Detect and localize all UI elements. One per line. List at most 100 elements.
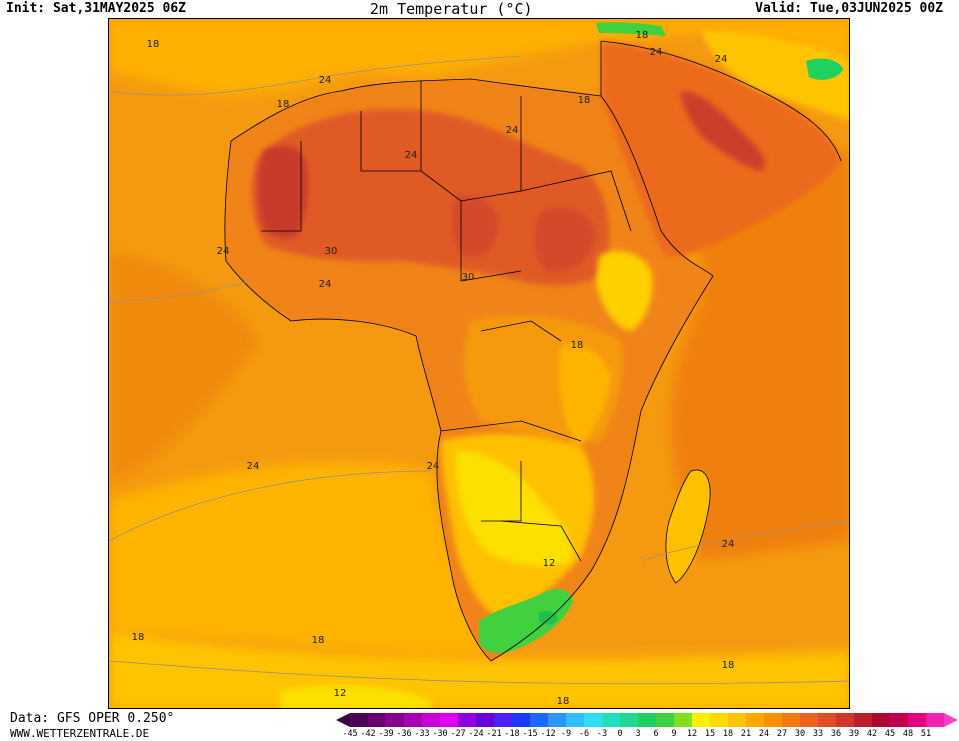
legend-swatch: [458, 713, 476, 727]
legend-tick-label: -42: [360, 729, 376, 739]
legend-swatch: [818, 713, 836, 727]
contour-label: 24: [405, 150, 418, 161]
legend-swatch: [710, 713, 728, 727]
green-patch-n: [596, 22, 666, 36]
legend-tick-label: 24: [758, 729, 770, 739]
init-time-label: Init: Sat,31MAY2025 06Z: [6, 1, 187, 16]
legend-tick-label: 51: [920, 729, 932, 739]
map-title: 2m Temperatur (°C): [370, 0, 533, 18]
legend-tick-label: -18: [504, 729, 520, 739]
legend-swatch: [836, 713, 854, 727]
legend-swatch: [476, 713, 494, 727]
contour-label: 24: [715, 54, 728, 65]
mediterranean-zone: [109, 19, 849, 96]
legend-max-arrow: [944, 713, 958, 727]
legend-tick-label: -39: [378, 729, 394, 739]
legend-swatch: [746, 713, 764, 727]
legend-swatch: [440, 713, 458, 727]
legend-tick-label: 42: [866, 729, 878, 739]
iran-highlands: [701, 30, 849, 121]
legend-tick-label: 30: [794, 729, 806, 739]
contour-label: 24: [217, 246, 230, 257]
contour-label: 18: [722, 660, 735, 671]
temperature-map: 18 24 18 24 24 18 24 24 18 30 24 24 30 18 24 24 24 12 18 18…: [108, 18, 850, 709]
ethiopian-highlands: [596, 251, 653, 331]
legend-tick-label: -15: [522, 729, 538, 739]
contour-label: 18: [636, 30, 649, 41]
legend-min-arrow: [336, 713, 350, 727]
legend-swatch: [602, 713, 620, 727]
contour-label: 18: [578, 95, 591, 106]
atlantic-warm-zone: [109, 251, 261, 481]
contour-label: 24: [650, 47, 663, 58]
contour-label: 18: [571, 340, 584, 351]
contour-label: 12: [543, 558, 556, 569]
legend-swatch: [404, 713, 422, 727]
legend-tick-label: -6: [578, 729, 590, 739]
legend-swatch: [512, 713, 530, 727]
legend-tick-label: -9: [560, 729, 572, 739]
mauritania-hottest: [257, 145, 308, 238]
sudan-hot: [534, 207, 596, 272]
legend-tick-label: 45: [884, 729, 896, 739]
gulf-hot-zone: [681, 91, 765, 171]
legend-swatch: [854, 713, 872, 727]
legend-tick-label: -30: [432, 729, 448, 739]
legend-swatch: [782, 713, 800, 727]
legend-swatch: [548, 713, 566, 727]
legend-tick-label: -33: [414, 729, 430, 739]
contour-label: 18: [312, 635, 325, 646]
legend-swatch: [728, 713, 746, 727]
east-african-highlands: [559, 344, 611, 446]
legend-swatch: [368, 713, 386, 727]
kalahari-cool-zone: [456, 451, 572, 567]
legend-tick-label: 18: [722, 729, 734, 739]
contour-label: 30: [325, 246, 338, 257]
legend-tick-label: 33: [812, 729, 824, 739]
green-patch-ne: [806, 58, 843, 80]
legend-tick-label: -24: [468, 729, 484, 739]
south-africa-cold-zone: [479, 589, 573, 653]
contour-label: 18: [132, 632, 145, 643]
legend-swatch: [566, 713, 584, 727]
madagascar: [665, 470, 711, 583]
legend-tick-label: 21: [740, 729, 752, 739]
indian-ocean-zone: [670, 151, 849, 561]
legend-swatch: [422, 713, 440, 727]
legend-tick-label: -12: [540, 729, 556, 739]
contour-label: 30: [462, 272, 475, 283]
legend-swatch: [674, 713, 692, 727]
contour-label: 24: [722, 539, 735, 550]
legend-tick-label: 36: [830, 729, 842, 739]
legend-swatch: [494, 713, 512, 727]
contour-label: 24: [506, 125, 519, 136]
contour-label: 18: [277, 99, 290, 110]
legend-tick-label: -3: [596, 729, 608, 739]
legend-tick-label: -36: [396, 729, 412, 739]
contour-label: 18: [557, 696, 570, 707]
color-legend: [336, 713, 958, 727]
legend-tick-label: 48: [902, 729, 914, 739]
isotherms: [109, 55, 849, 685]
legend-tick-label: -45: [342, 729, 358, 739]
sahara-hot-zone: [252, 109, 610, 286]
legend-swatch: [800, 713, 818, 727]
legend-tick-label: 39: [848, 729, 860, 739]
legend-swatch: [620, 713, 638, 727]
south-atlantic-zone: [109, 462, 491, 654]
legend-tick-label: -27: [450, 729, 466, 739]
cold-patch-south: [281, 685, 431, 708]
niger-chad-hot: [451, 194, 499, 258]
legend-tick-label: 0: [617, 729, 623, 739]
legend-swatch: [764, 713, 782, 727]
legend-tick-label: 15: [704, 729, 716, 739]
legend-swatch: [656, 713, 674, 727]
contour-label: 24: [247, 461, 260, 472]
legend-swatch: [638, 713, 656, 727]
legend-swatch: [350, 713, 368, 727]
legend-tick-label: -21: [486, 729, 502, 739]
legend-tick-label: 12: [686, 729, 698, 739]
website-label: WWW.WETTERZENTRALE.DE: [10, 727, 150, 740]
contour-label: 24: [427, 461, 440, 472]
